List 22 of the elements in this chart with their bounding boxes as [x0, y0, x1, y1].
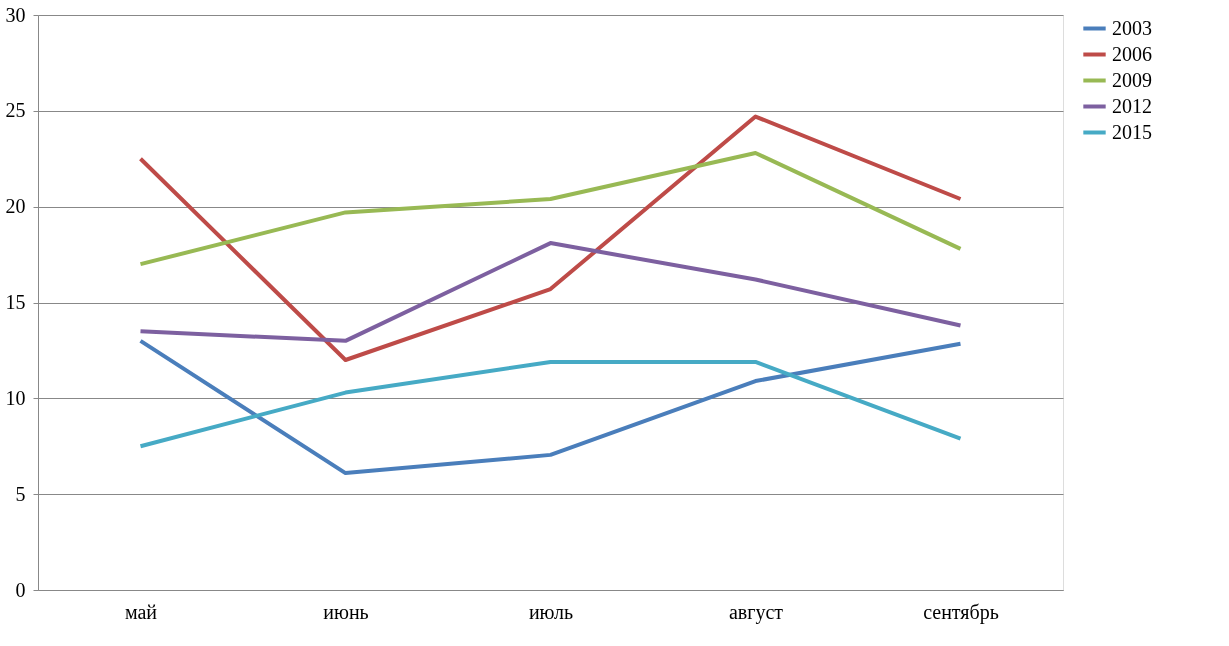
- y-tick-label: 30: [5, 3, 26, 26]
- y-tick-label: 20: [5, 195, 26, 218]
- x-tick-label: сентябрь: [923, 600, 999, 624]
- y-tick-label: 5: [15, 482, 26, 505]
- legend-label: 2009: [1112, 68, 1152, 91]
- line-series: [138, 151, 963, 267]
- line-series: [138, 338, 963, 476]
- legend-label: 2003: [1112, 16, 1152, 39]
- x-tick-label: август: [728, 600, 784, 624]
- x-tick-label: июль: [528, 600, 574, 623]
- x-tick-label: май: [124, 600, 158, 623]
- line-series: [138, 359, 963, 449]
- line-series: [138, 241, 963, 343]
- y-tick-label: 0: [15, 578, 26, 601]
- line-series: [138, 114, 963, 362]
- y-tick-label: 25: [5, 99, 26, 122]
- y-tick-label: 10: [5, 386, 26, 409]
- y-tick-label: 15: [5, 291, 26, 313]
- legend-label: 2006: [1112, 42, 1152, 65]
- legend-label: 2012: [1112, 94, 1152, 117]
- legend-label: 2015: [1112, 120, 1152, 143]
- x-tick-label: июнь: [323, 600, 369, 623]
